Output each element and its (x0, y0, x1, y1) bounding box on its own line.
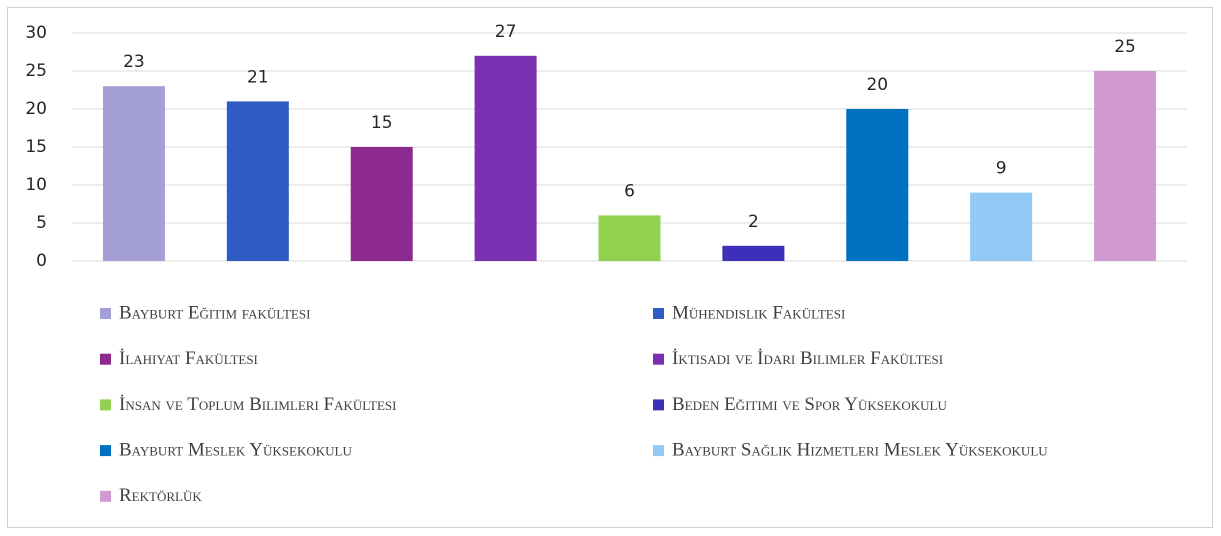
y-tick-label: 30 (25, 23, 47, 43)
bar (970, 192, 1033, 261)
data-label: 20 (866, 75, 888, 95)
y-tick-label: 10 (25, 175, 47, 195)
legend-label: Bayburt Sağlık Hizmetleri Meslek Yükseko… (672, 439, 1048, 460)
legend-label: Mühendislik Fakültesi (672, 302, 845, 323)
legend-label: Rektörlük (119, 485, 202, 506)
data-label: 15 (371, 113, 393, 133)
bar (722, 245, 785, 261)
legend-label: İktisadi ve İdari Bilimler Fakültesi (672, 348, 943, 369)
legend-swatch (100, 353, 111, 365)
legend-swatch (100, 490, 111, 502)
bar (846, 109, 909, 261)
bar (226, 101, 289, 262)
legend-swatch (653, 308, 664, 319)
bar (350, 147, 413, 261)
data-label: 2 (748, 212, 759, 232)
legend-swatch (100, 399, 111, 411)
y-tick-label: 20 (25, 99, 47, 119)
data-label: 9 (996, 159, 1007, 179)
data-label: 21 (247, 67, 269, 87)
y-tick-label: 15 (25, 137, 47, 157)
legend-swatch (100, 445, 111, 457)
legend-swatch (653, 399, 664, 411)
data-label: 27 (495, 22, 517, 42)
y-tick-label: 0 (36, 251, 47, 271)
legend-label: İnsan ve Toplum Bilimleri Fakültesi (119, 394, 396, 415)
bar (102, 86, 165, 261)
legend-swatch (100, 308, 111, 319)
y-tick-label: 25 (25, 61, 47, 81)
chart-border (7, 7, 1213, 528)
legend-swatch (653, 445, 664, 457)
bar (598, 215, 661, 261)
bar (1094, 71, 1157, 261)
legend-label: Beden Eğitimi ve Spor Yüksekokulu (672, 394, 947, 415)
data-label: 6 (624, 181, 635, 201)
data-label: 25 (1114, 37, 1136, 57)
bar (474, 55, 537, 261)
y-tick-label: 5 (36, 213, 47, 233)
legend-swatch (653, 353, 664, 365)
legend-label: İlahiyat Fakültesi (119, 348, 258, 369)
legend-label: Bayburt Meslek Yüksekokulu (119, 439, 352, 460)
legend-label: Bayburt Eğitim fakültesi (119, 302, 310, 323)
data-label: 23 (123, 52, 145, 72)
